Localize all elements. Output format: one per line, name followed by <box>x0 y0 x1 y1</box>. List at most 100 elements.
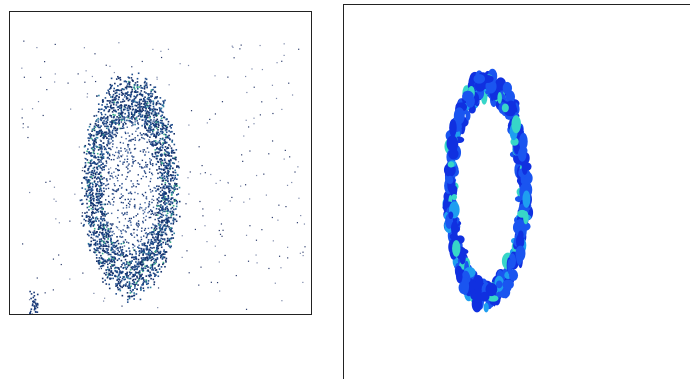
point <box>158 140 161 142</box>
speck <box>82 167 84 169</box>
point <box>117 242 120 245</box>
point <box>114 129 117 132</box>
point <box>100 131 103 134</box>
speck <box>291 181 293 184</box>
point <box>128 163 130 165</box>
point <box>88 234 90 237</box>
point <box>132 138 135 141</box>
point <box>117 89 120 91</box>
point <box>148 255 151 258</box>
point <box>157 265 160 267</box>
point <box>170 197 173 199</box>
point <box>99 222 102 225</box>
point <box>100 116 102 119</box>
point <box>100 174 102 177</box>
point <box>101 219 104 222</box>
point <box>166 217 169 220</box>
point <box>150 274 152 277</box>
point <box>165 179 167 182</box>
point <box>107 132 110 135</box>
point <box>134 82 137 84</box>
point <box>173 200 176 203</box>
point <box>143 249 145 252</box>
point <box>167 195 170 198</box>
point <box>103 148 106 151</box>
point <box>32 296 35 299</box>
point <box>96 176 99 179</box>
point <box>86 180 89 182</box>
point <box>98 226 100 228</box>
point <box>119 289 122 292</box>
point <box>157 231 159 233</box>
point <box>111 145 114 148</box>
point <box>133 269 136 271</box>
point <box>109 114 111 117</box>
point <box>135 255 137 258</box>
point <box>154 253 157 256</box>
speck <box>239 48 241 50</box>
point <box>132 114 134 116</box>
point <box>146 104 148 106</box>
point <box>120 196 123 198</box>
point <box>129 287 131 289</box>
point <box>151 142 154 144</box>
surface-blob <box>448 211 454 220</box>
point <box>96 205 99 207</box>
point <box>106 132 109 135</box>
point <box>164 187 166 190</box>
speck <box>214 245 216 247</box>
point <box>107 235 110 238</box>
point <box>151 93 154 95</box>
point <box>165 165 167 167</box>
speck <box>81 212 84 214</box>
point <box>143 259 146 262</box>
point <box>93 129 96 132</box>
point <box>156 133 159 135</box>
point <box>141 159 144 162</box>
point <box>156 257 159 259</box>
point <box>84 144 87 147</box>
point <box>96 171 98 174</box>
point <box>130 93 133 96</box>
point <box>130 100 133 102</box>
point <box>166 205 168 208</box>
point <box>142 251 145 254</box>
point <box>140 238 143 241</box>
speck <box>77 73 79 75</box>
point <box>174 188 177 190</box>
point <box>154 141 157 144</box>
point <box>106 241 109 244</box>
point <box>122 161 124 164</box>
point <box>110 249 113 251</box>
point <box>136 128 138 130</box>
point <box>115 98 117 100</box>
speck <box>206 122 208 124</box>
point <box>124 266 127 269</box>
point <box>139 132 142 134</box>
point <box>151 252 154 254</box>
point <box>172 222 175 225</box>
point <box>113 127 115 130</box>
point <box>113 121 116 124</box>
point <box>94 126 97 129</box>
point <box>116 284 118 287</box>
point <box>156 205 159 207</box>
speck <box>210 173 212 176</box>
point <box>149 131 151 133</box>
point <box>114 190 116 192</box>
point <box>109 228 112 230</box>
point <box>146 259 149 262</box>
point <box>168 155 171 157</box>
point <box>94 219 97 221</box>
point <box>130 256 133 259</box>
point <box>134 283 136 286</box>
point <box>137 122 139 124</box>
point <box>126 266 129 269</box>
point <box>152 123 155 125</box>
point <box>122 142 125 144</box>
point <box>170 186 173 189</box>
point <box>168 226 170 228</box>
point <box>139 262 142 264</box>
point <box>147 286 149 289</box>
point <box>126 224 129 227</box>
